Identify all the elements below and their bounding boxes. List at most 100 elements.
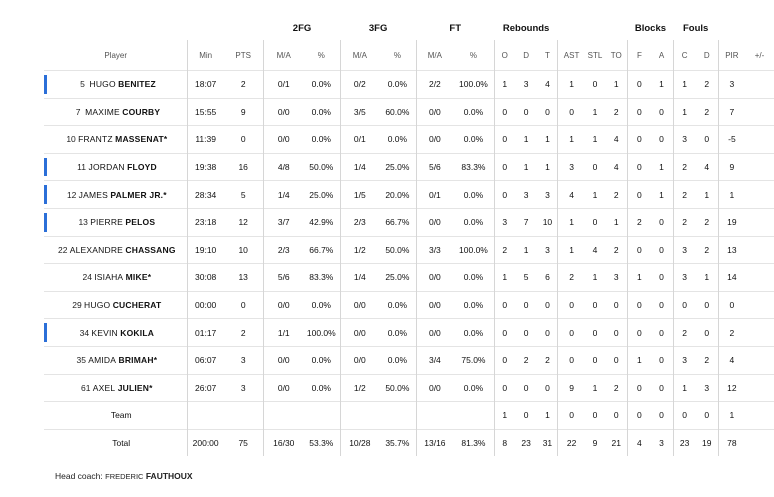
stat-fg3p: 0.0%	[379, 318, 417, 347]
total-stat-min: 200:00	[187, 428, 223, 457]
total-stat-t: 31	[537, 428, 558, 457]
total-row: Total 200:00 75 16/30 53.3% 10/28 35.7% 13/16 81…	[44, 428, 774, 457]
player-name-link[interactable]: Maxime Courby	[85, 107, 160, 117]
stat-min: 11:39	[187, 125, 223, 154]
col-min[interactable]: Min	[187, 40, 223, 71]
col-2fg-pct[interactable]: %	[317, 50, 325, 60]
stat-fg3: 0/0	[339, 345, 380, 375]
col-ft-ma[interactable]: M/A	[415, 40, 454, 71]
player-cell: 11 Jordan Floyd	[44, 152, 188, 181]
col-foul-c[interactable]: C	[672, 40, 696, 71]
stat-pts: 16	[222, 152, 264, 181]
col-reb-t[interactable]: T	[545, 50, 550, 60]
player-cell: 7 Maxime Courby	[44, 97, 188, 126]
player-name-link[interactable]: Pierre Pelos	[90, 217, 155, 227]
stat-ba: 1	[650, 152, 674, 181]
player-last-name: Benitez	[118, 79, 156, 90]
stat-o: 0	[493, 345, 515, 375]
stat-pir: 9	[717, 152, 745, 181]
player-name-link[interactable]: Hugo Cucherat	[84, 300, 161, 310]
player-name-link[interactable]: Axel Julien*	[93, 383, 153, 393]
stat-o: 0	[493, 180, 515, 209]
col-pir[interactable]: PIR	[717, 40, 745, 71]
stat-fg3p: 25.0%	[379, 263, 417, 292]
col-pts[interactable]: PTS	[235, 50, 251, 60]
team-stat-fd: 0	[695, 401, 719, 430]
player-row: 10 Frantz Massenat* 11:39 0 0/0 0.0% 0/1 0.0% 0/…	[44, 125, 774, 154]
col-3fg-pct[interactable]: %	[393, 50, 401, 60]
stat-fg2: 0/0	[263, 290, 304, 319]
total-stat-o: 8	[493, 428, 515, 457]
stat-fc: 1	[672, 373, 696, 402]
stat-t: 0	[537, 318, 558, 347]
stat-ft: 3/3	[415, 235, 454, 264]
player-name-link[interactable]: Frantz Massenat*	[78, 134, 167, 144]
col-reb-o[interactable]: O	[493, 40, 515, 71]
player-number: 34	[79, 327, 90, 338]
head-coach: Head coach: Frederic Fauthoux	[55, 471, 193, 481]
player-name-link[interactable]: Kevin Kokila	[91, 328, 154, 338]
col-player[interactable]: Player	[104, 50, 128, 60]
player-name-link[interactable]: Isiaha Mike*	[94, 272, 151, 282]
col-plus-minus[interactable]: +/-	[754, 50, 765, 60]
stat-pm	[745, 235, 774, 264]
stat-fg3: 1/2	[339, 235, 380, 264]
player-name-link[interactable]: James Palmer Jr.*	[79, 190, 167, 200]
stat-ftp: 0.0%	[453, 207, 495, 237]
col-3fg-ma[interactable]: M/A	[339, 40, 380, 71]
total-stat-pts: 75	[222, 428, 264, 457]
player-name-link[interactable]: Alexandre Chassang	[70, 245, 176, 255]
col-foul-d[interactable]: D	[703, 50, 710, 60]
stat-min: 15:55	[187, 97, 223, 126]
player-cell: 12 James Palmer Jr.*	[44, 180, 188, 209]
stat-fd: 0	[695, 125, 719, 154]
stat-t: 2	[537, 345, 558, 375]
player-cell: 34 Kevin Kokila	[44, 318, 188, 347]
player-number: 35	[76, 355, 86, 366]
stat-min: 19:10	[187, 235, 223, 264]
stat-pir: 14	[717, 263, 745, 292]
stat-ast: 0	[557, 345, 585, 375]
stat-fc: 3	[672, 345, 696, 375]
starter-indicator	[44, 75, 47, 94]
col-reb-d[interactable]: D	[523, 50, 529, 60]
stat-d: 1	[514, 152, 538, 181]
player-first-name: Hugo	[84, 300, 111, 311]
stat-ba: 0	[650, 97, 674, 126]
team-stat-fg2	[263, 401, 304, 430]
head-coach-first-name[interactable]: Frederic	[105, 472, 144, 481]
player-first-name: Jordan	[88, 162, 125, 173]
stat-fg3p: 0.0%	[379, 345, 417, 375]
stat-ba: 0	[650, 263, 674, 292]
col-to[interactable]: TO	[610, 50, 622, 60]
total-stat-fg3p: 35.7%	[379, 428, 417, 457]
stat-pir: 0	[717, 290, 745, 319]
player-name-link[interactable]: Hugo Benitez	[89, 79, 155, 89]
stat-stl: 0	[584, 152, 606, 181]
col-blk-f[interactable]: F	[627, 40, 651, 71]
stat-t: 6	[537, 263, 558, 292]
stat-fd: 3	[695, 373, 719, 402]
stat-fd: 4	[695, 152, 719, 181]
col-ast[interactable]: AST	[557, 40, 585, 71]
player-name-link[interactable]: Amida Brimah*	[88, 355, 157, 365]
col-stl[interactable]: STL	[587, 50, 603, 60]
player-row: 22 Alexandre Chassang 19:10 10 2/3 66.7% 1/2 50…	[44, 235, 774, 264]
stat-ftp: 0.0%	[453, 97, 495, 126]
player-name-link[interactable]: Jordan Floyd	[89, 162, 157, 172]
team-stat-pm	[745, 401, 774, 430]
team-stat-stl: 0	[584, 401, 606, 430]
stat-d: 1	[514, 125, 538, 154]
team-stat-o: 1	[493, 401, 515, 430]
stat-fc: 2	[672, 207, 696, 237]
col-2fg-ma[interactable]: M/A	[263, 40, 304, 71]
stat-pts: 3	[222, 373, 264, 402]
col-ft-pct[interactable]: %	[469, 50, 478, 60]
stat-pm	[745, 207, 774, 237]
stat-pm	[745, 263, 774, 292]
head-coach-last-name[interactable]: Fauthoux	[145, 471, 193, 481]
col-blk-a[interactable]: A	[658, 50, 665, 60]
player-first-name: Kevin	[91, 327, 118, 338]
player-cell: 10 Frantz Massenat*	[44, 125, 188, 154]
player-row: 24 Isiaha Mike* 30:08 13 5/6 83.3% 1/4 25.0% 0/0…	[44, 263, 774, 292]
